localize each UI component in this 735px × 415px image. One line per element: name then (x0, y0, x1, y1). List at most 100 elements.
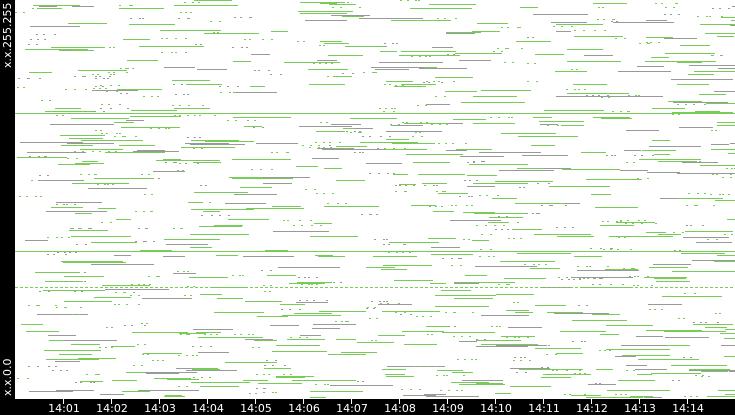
activity-dot (65, 254, 67, 255)
x-tick (351, 399, 352, 404)
activity-dot (97, 74, 99, 75)
activity-dot (600, 248, 602, 249)
activity-dot (146, 323, 148, 324)
activity-dot (43, 34, 45, 35)
activity-dot (601, 278, 603, 279)
activity-dot (235, 120, 237, 121)
activity-dot (268, 70, 270, 71)
activity-dot (138, 295, 140, 296)
activity-dot (44, 156, 46, 157)
activity-dot (697, 16, 699, 17)
activity-dot (157, 96, 159, 97)
activity-dot (506, 337, 508, 338)
activity-dot (410, 389, 412, 390)
activity-dot (611, 21, 613, 22)
activity-dot (568, 279, 570, 280)
activity-dot (85, 89, 87, 90)
activity-dot (548, 345, 550, 346)
activity-dot (627, 111, 629, 112)
activity-dot (443, 375, 445, 376)
activity-dot (184, 2, 186, 3)
activity-dot (574, 89, 576, 90)
activity-dot (686, 205, 688, 206)
activity-dot (633, 268, 635, 269)
activity-dot (345, 203, 347, 204)
activity-dot (599, 383, 601, 384)
activity-dot (109, 47, 111, 48)
activity-dot (649, 309, 651, 310)
activity-dot (177, 170, 179, 171)
activity-dot (173, 162, 175, 163)
activity-dot (712, 55, 714, 56)
activity-dot (323, 142, 325, 143)
activity-dot (88, 174, 90, 175)
activity-dot (112, 184, 114, 185)
activity-dot (271, 39, 273, 40)
activity-dot (161, 38, 163, 39)
activity-dot (201, 215, 203, 216)
activity-dot (78, 314, 80, 315)
activity-dot (131, 284, 133, 285)
activity-dot (345, 321, 347, 322)
activity-dot (104, 184, 106, 185)
activity-dot (310, 220, 312, 221)
activity-dot (471, 205, 473, 206)
activity-dot (39, 175, 41, 176)
activity-dot (527, 63, 529, 64)
activity-dot (306, 337, 308, 338)
activity-dot (126, 93, 128, 94)
activity-dot (724, 234, 726, 235)
activity-dot (650, 42, 652, 43)
activity-dot (28, 44, 30, 45)
activity-dot (80, 174, 82, 175)
activity-dot (362, 381, 364, 382)
activity-dot (490, 249, 492, 250)
y-bottom-label-text: x.x.0.0 (1, 358, 14, 396)
activity-dot (574, 373, 576, 374)
activity-dot (520, 357, 522, 358)
activity-dot (395, 185, 397, 186)
activity-dot (429, 56, 431, 57)
activity-dot (479, 256, 481, 257)
activity-dot (647, 178, 649, 179)
activity-dot (485, 225, 487, 226)
activity-dot (260, 169, 262, 170)
activity-dot (135, 136, 137, 137)
activity-dot (110, 85, 112, 86)
activity-dot (201, 148, 203, 149)
activity-dot (320, 122, 322, 123)
activity-dot (219, 86, 221, 87)
activity-dot (303, 41, 305, 42)
activity-dot (316, 284, 318, 285)
activity-dot (721, 55, 723, 56)
activity-dot (696, 396, 698, 397)
activity-dot (193, 377, 195, 378)
activity-dot (36, 305, 38, 306)
activity-dot (144, 325, 146, 326)
activity-dot (604, 30, 606, 31)
activity-dot (308, 277, 310, 278)
activity-dot (64, 281, 66, 282)
activity-dot (183, 94, 185, 95)
activity-dot (658, 42, 660, 43)
activity-dot (92, 151, 94, 152)
activity-dot (244, 39, 246, 40)
activity-dot (384, 84, 386, 85)
activity-dot (427, 334, 429, 335)
activity-dot (524, 357, 526, 358)
activity-dot (445, 143, 447, 144)
activity-dot (211, 215, 213, 216)
activity-dot (384, 43, 386, 44)
activity-dot (275, 392, 277, 393)
activity-dot (399, 185, 401, 186)
activity-dot (545, 136, 547, 137)
activity-dot (389, 136, 391, 137)
activity-dot (354, 152, 356, 153)
activity-dot (506, 284, 508, 285)
activity-dot (586, 266, 588, 267)
activity-dot (367, 307, 369, 308)
activity-dot (201, 377, 203, 378)
activity-dot (47, 237, 49, 238)
activity-dot (56, 115, 58, 116)
activity-dot (550, 136, 552, 137)
